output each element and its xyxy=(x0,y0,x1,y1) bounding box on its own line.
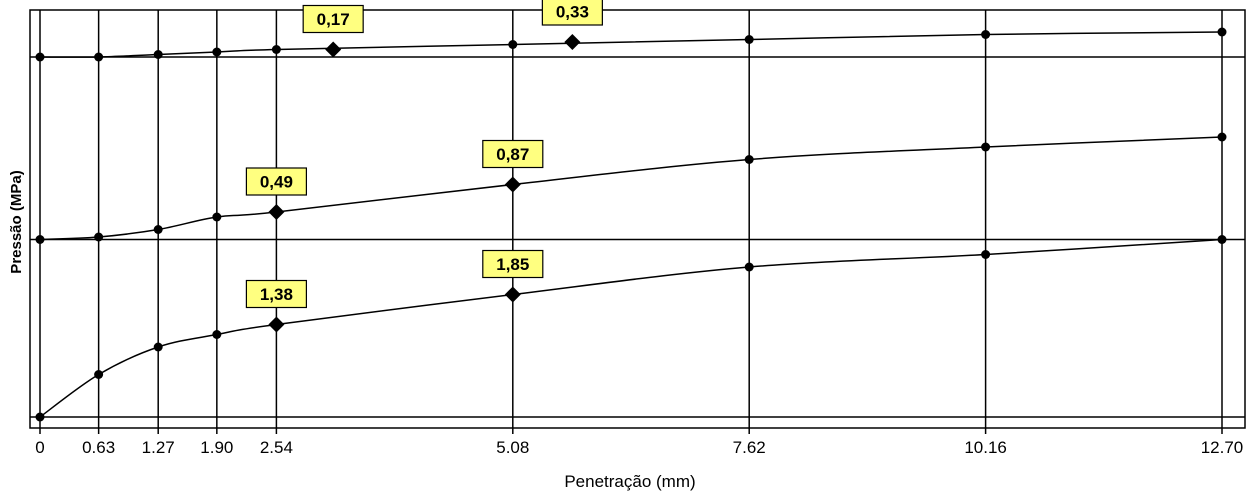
data-point xyxy=(1217,27,1227,37)
data-point xyxy=(1217,132,1227,142)
value-label-box xyxy=(482,139,544,169)
value-marker xyxy=(504,286,521,303)
value-label-box xyxy=(302,4,364,34)
x-tick-label: 10.16 xyxy=(964,438,1007,457)
data-point xyxy=(271,45,281,54)
x-tick-label: 0 xyxy=(35,438,44,457)
plot-area: 0 0.63 1.27 1.90 2.54 5.08 7.62 10.16 12.70 1,38 1… xyxy=(29,0,1246,457)
value-label: 0,17 xyxy=(317,10,350,29)
x-tick-label: 2.54 xyxy=(260,438,293,457)
data-point xyxy=(744,262,754,272)
value-label: 0,49 xyxy=(260,173,293,192)
x-tick-label: 0.63 xyxy=(82,438,115,457)
data-point xyxy=(94,370,104,379)
value-marker xyxy=(564,34,581,50)
data-point xyxy=(744,35,754,44)
data-point xyxy=(35,52,45,62)
x-tick-label: 7.62 xyxy=(733,438,766,457)
value-label: 1,85 xyxy=(496,255,529,274)
data-point xyxy=(212,330,222,339)
x-axis-title: Penetração (mm) xyxy=(564,472,695,491)
value-label: 0,33 xyxy=(556,3,589,22)
data-point xyxy=(94,232,104,242)
value-marker xyxy=(325,41,342,58)
data-point xyxy=(153,50,163,59)
data-point xyxy=(744,155,754,164)
x-tick-label: 12.70 xyxy=(1201,438,1244,457)
value-marker xyxy=(268,316,285,333)
x-tick-label: 1.90 xyxy=(200,438,233,457)
value-marker xyxy=(504,176,521,193)
data-point xyxy=(212,212,222,222)
value-label-box xyxy=(482,249,544,279)
value-label-box xyxy=(245,279,307,309)
data-point xyxy=(981,30,991,39)
data-point xyxy=(981,250,991,259)
data-point xyxy=(94,52,104,62)
data-point xyxy=(153,342,163,352)
data-point xyxy=(212,47,222,57)
x-tick-label: 5.08 xyxy=(496,438,529,457)
value-label: 0,87 xyxy=(496,145,529,164)
x-tick-label: 1.27 xyxy=(142,438,175,457)
data-point xyxy=(508,40,518,49)
plot-frame xyxy=(29,9,1246,429)
data-point xyxy=(153,225,163,234)
value-label-box xyxy=(245,167,307,196)
value-label-box xyxy=(541,0,603,26)
y-axis-title: Pressão (MPa) xyxy=(8,170,25,273)
value-label: 1,38 xyxy=(260,285,293,304)
data-point xyxy=(35,412,45,422)
value-marker xyxy=(268,204,285,220)
data-point xyxy=(35,235,45,244)
data-point xyxy=(981,142,991,152)
